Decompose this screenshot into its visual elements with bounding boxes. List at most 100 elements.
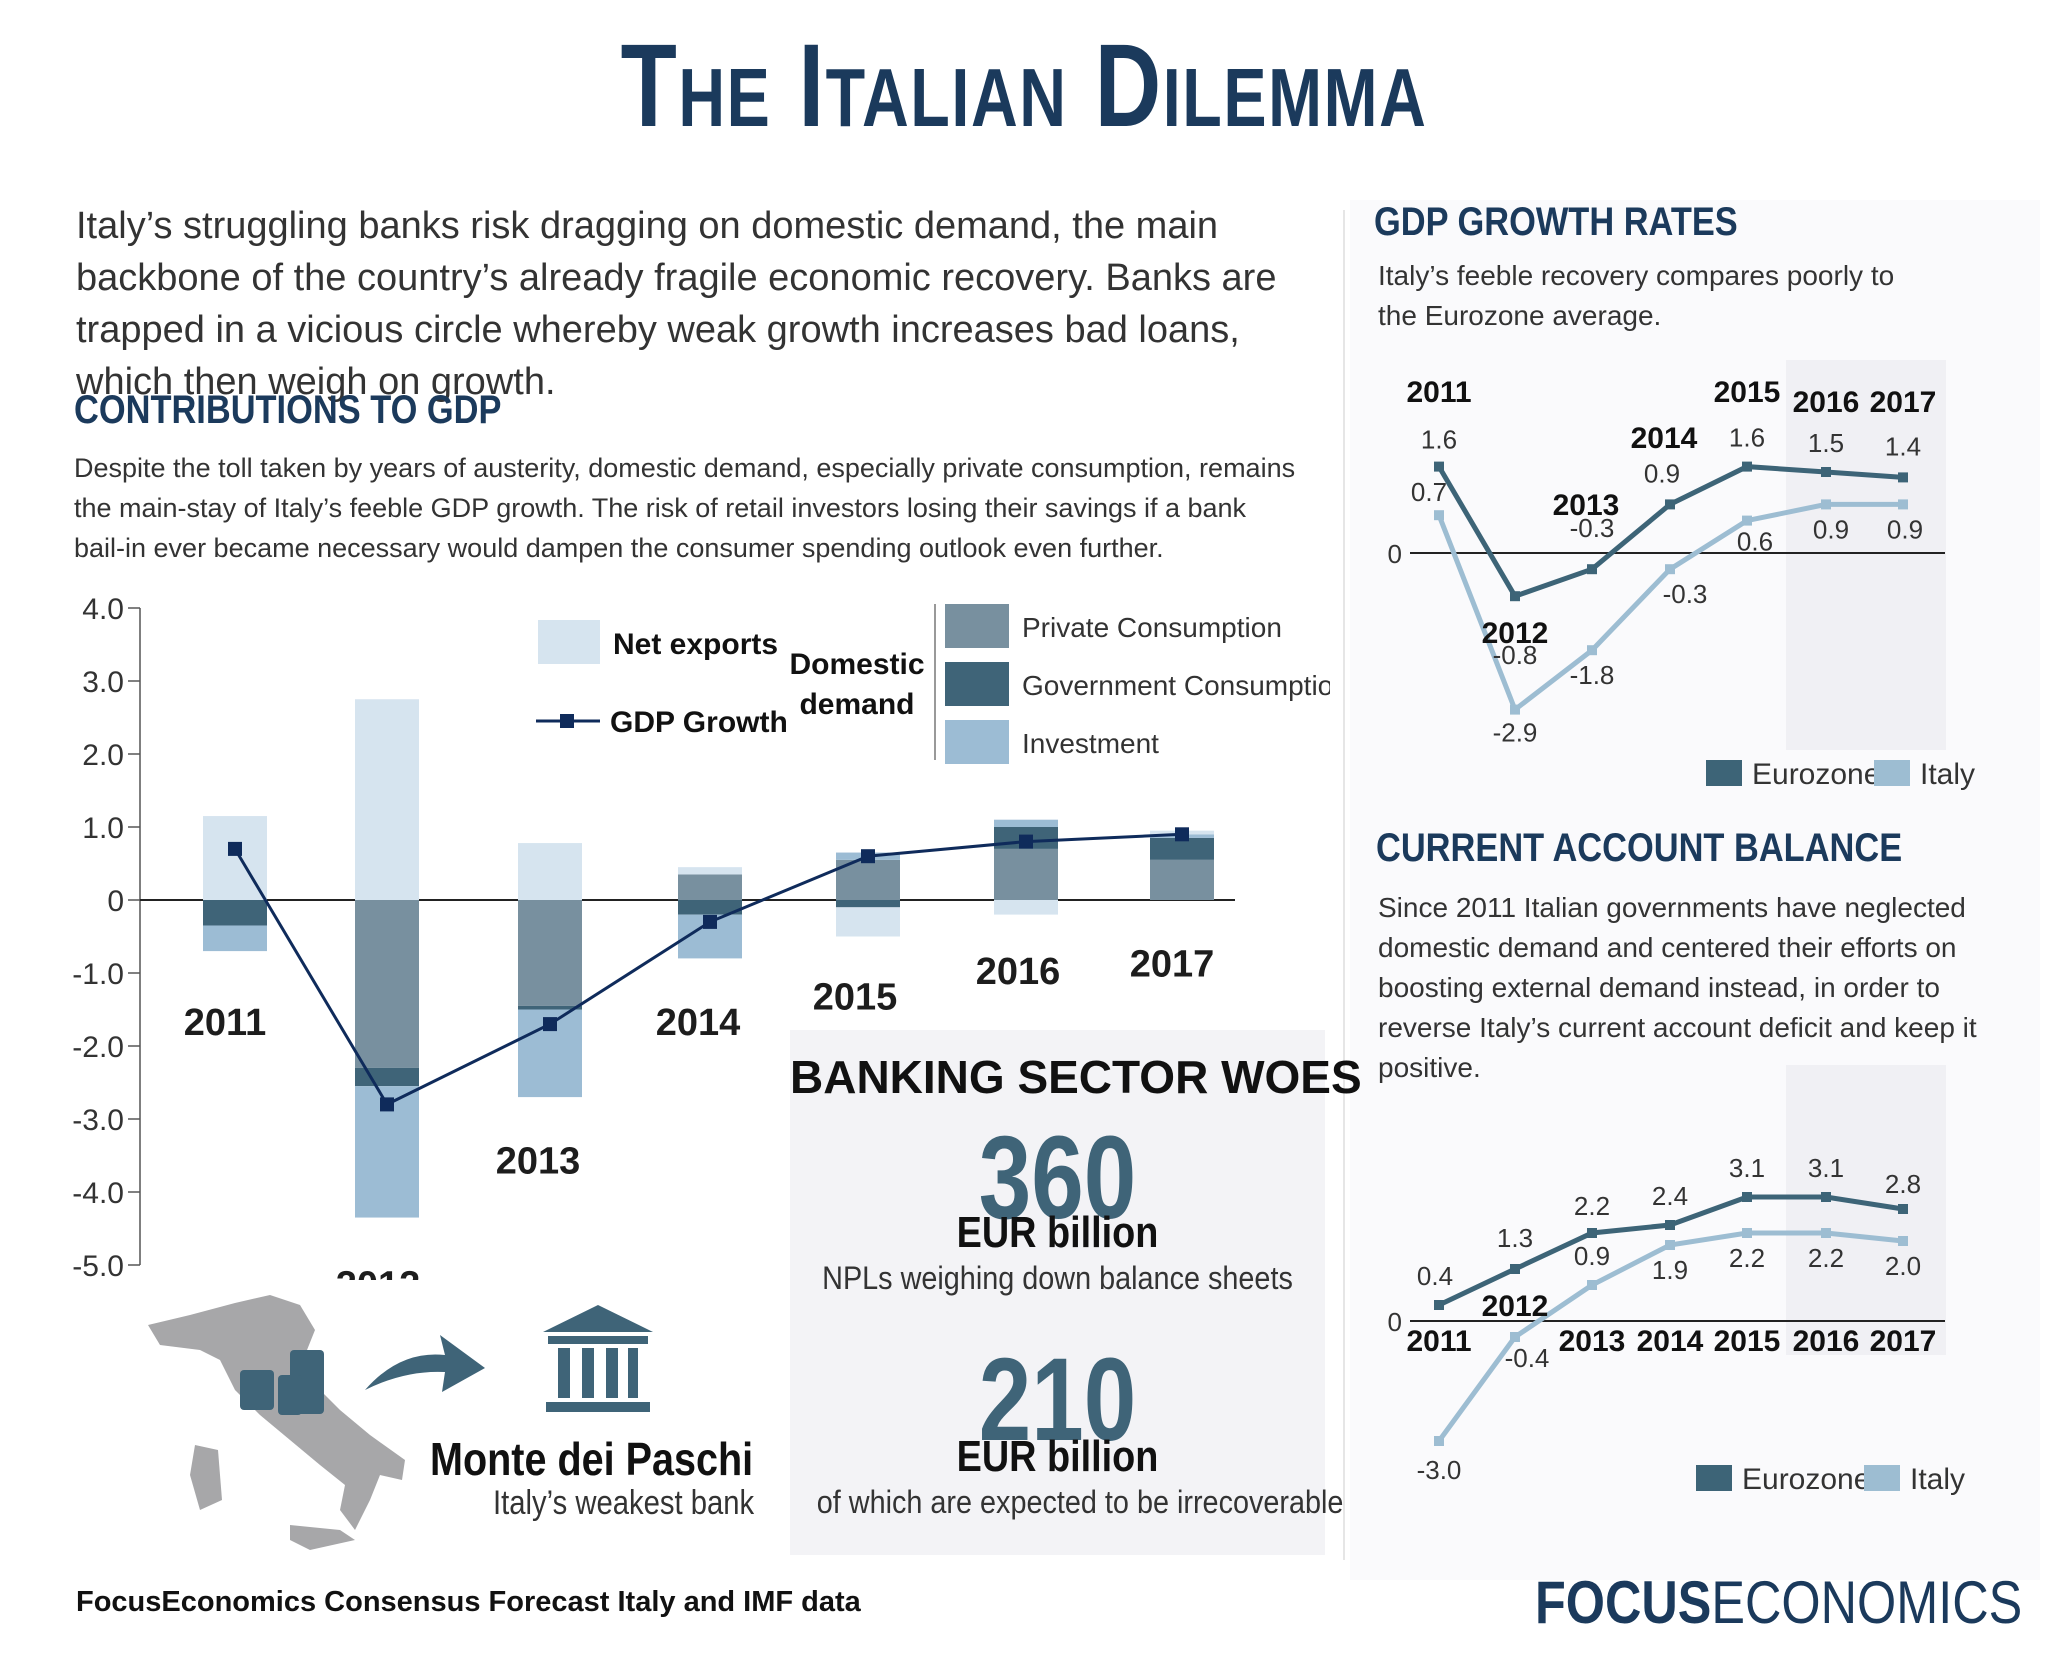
category-label: 2017 xyxy=(1870,386,1937,419)
column-divider xyxy=(1343,210,1345,1560)
stat2-unit: EUR billion xyxy=(956,1432,1159,1481)
bar-government-consumption xyxy=(355,1067,419,1087)
series-point xyxy=(1510,591,1520,602)
series-point xyxy=(1665,1220,1675,1230)
bar-government-consumption xyxy=(836,900,900,908)
legend-domestic-demand-line1: Domestic xyxy=(789,648,924,681)
x-category-label: 2015 xyxy=(813,976,898,1018)
category-label: 2013 xyxy=(1553,489,1620,522)
series-point xyxy=(1434,461,1444,472)
series-point xyxy=(1898,499,1908,510)
category-label: 2011 xyxy=(1406,1325,1471,1358)
gdp-growth-point xyxy=(703,914,717,929)
category-label: 2015 xyxy=(1714,1325,1781,1358)
data-label: 0.9 xyxy=(1574,1241,1610,1271)
series-point xyxy=(1665,499,1675,510)
logo-regular: ECONOMICS xyxy=(1711,1569,2023,1636)
series-point xyxy=(1665,1240,1675,1250)
series-point xyxy=(1434,1436,1444,1446)
page-title: The Italian Dilemma xyxy=(620,20,1428,152)
data-label: 1.6 xyxy=(1421,425,1457,455)
y-tick-label: -2.0 xyxy=(72,1031,124,1064)
y-tick-label: 2.0 xyxy=(82,739,124,772)
bar-net-exports xyxy=(518,843,582,900)
bar-net-exports xyxy=(355,699,419,900)
data-label: 1.3 xyxy=(1497,1223,1533,1253)
data-label: -2.9 xyxy=(1493,718,1538,748)
y-tick-label: 0 xyxy=(107,885,124,918)
series-point xyxy=(1742,515,1752,526)
x-category-label: 2013 xyxy=(496,1141,581,1183)
data-label: 2.8 xyxy=(1885,1169,1921,1199)
gdp-growth-point xyxy=(228,841,242,856)
category-label: 2012 xyxy=(1482,1290,1549,1323)
contrib-heading: CONTRIBUTIONS TO GDP xyxy=(74,388,502,432)
x-category-label: 2014 xyxy=(656,1002,741,1044)
bar-government-consumption xyxy=(1150,837,1214,860)
intro-text: Italy’s struggling banks risk dragging o… xyxy=(76,205,1277,403)
gdp-growth-point xyxy=(543,1017,557,1032)
x-category-label: 2017 xyxy=(1130,944,1215,986)
data-label: -0.8 xyxy=(1493,640,1538,670)
data-label: 0.6 xyxy=(1737,527,1773,557)
bar-government-consumption xyxy=(678,900,742,915)
data-label: 2.2 xyxy=(1574,1191,1610,1221)
bar-private-consumption xyxy=(678,874,742,900)
italy-map xyxy=(148,1295,405,1550)
series-point xyxy=(1587,1280,1597,1290)
series-point xyxy=(1742,1192,1752,1202)
data-label: 3.1 xyxy=(1729,1153,1765,1183)
data-label: 2.0 xyxy=(1885,1251,1921,1281)
legend-swatch-eurozone xyxy=(1696,1465,1732,1491)
bar-investment xyxy=(994,819,1058,827)
data-label: -0.3 xyxy=(1570,513,1615,543)
data-label: 2.4 xyxy=(1652,1181,1688,1211)
y-tick-label: 4.0 xyxy=(82,593,124,626)
x-category-label: 2016 xyxy=(976,951,1061,993)
series-point xyxy=(1821,499,1831,510)
bar-private-consumption xyxy=(355,900,419,1068)
arrow-icon xyxy=(365,1335,485,1392)
data-label: -0.3 xyxy=(1663,579,1708,609)
legend-swatch-italy xyxy=(1874,760,1910,786)
series-point xyxy=(1434,510,1444,521)
data-label: -0.4 xyxy=(1505,1343,1550,1373)
contrib-text: Despite the toll taken by years of auste… xyxy=(74,453,1296,563)
current-account-heading: CURRENT ACCOUNT BALANCE xyxy=(1376,826,1903,870)
gdp-growth-point xyxy=(1019,834,1033,849)
focuseconomics-logo: FOCUSECONOMICS xyxy=(1535,1568,2022,1637)
contrib-x-labels: 2011 2012 2013 2014 2015 2016 2017 xyxy=(184,944,1215,1281)
gdp-growth-point xyxy=(1175,827,1189,842)
gdp-growth-point xyxy=(380,1097,394,1112)
y-tick-label: -3.0 xyxy=(72,1104,124,1137)
y-tick-label: -1.0 xyxy=(72,958,124,991)
zero-label: 0 xyxy=(1388,539,1402,569)
data-label: 2.2 xyxy=(1808,1243,1844,1273)
current-account-text: Since 2011 Italian governments have negl… xyxy=(1378,892,1977,1083)
banking-woes-box xyxy=(790,1030,1325,1555)
legend-eurozone: Eurozone xyxy=(1742,1463,1870,1496)
category-label: 2016 xyxy=(1793,1325,1860,1358)
bar-net-exports xyxy=(678,867,742,875)
data-label: -1.8 xyxy=(1570,660,1615,690)
legend-italy: Italy xyxy=(1910,1463,1965,1496)
series-point xyxy=(1898,1204,1908,1214)
legend-domestic-demand-line2: demand xyxy=(799,688,914,721)
legend-swatch-net-exports xyxy=(538,620,600,664)
series-point xyxy=(1510,1264,1520,1274)
category-label: 2012 xyxy=(1482,617,1549,650)
stat2-desc: of which are expected to be irrecoverabl… xyxy=(816,1484,1344,1520)
gdp-growth-point xyxy=(861,849,875,864)
legend-italy: Italy xyxy=(1920,758,1975,791)
y-tick-label: -5.0 xyxy=(72,1250,124,1280)
y-tick-label: -4.0 xyxy=(72,1177,124,1210)
data-label: 1.4 xyxy=(1885,431,1921,461)
legend-eurozone: Eurozone xyxy=(1752,758,1880,791)
series-point xyxy=(1898,472,1908,483)
series-point xyxy=(1821,1228,1831,1238)
gdp-growth-chart: 0 1.6 -0.8 -0.3 0.9 1.6 1.5 1.4 0.7 -2.9 -1.8 -0.3 0… xyxy=(1388,360,1975,791)
data-label: 0.4 xyxy=(1417,1261,1453,1291)
series-point xyxy=(1587,564,1597,575)
series-point xyxy=(1587,1228,1597,1238)
source-text: FocusEconomics Consensus Forecast Italy … xyxy=(76,1586,861,1618)
